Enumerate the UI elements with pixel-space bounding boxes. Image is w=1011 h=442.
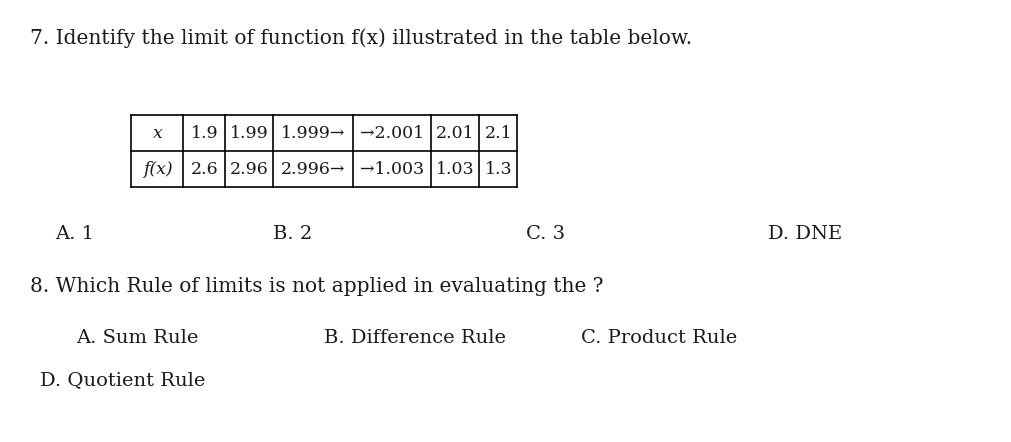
Text: 8. Which Rule of limits is not applied in evaluating the ?: 8. Which Rule of limits is not applied i… <box>30 277 604 296</box>
Text: 1.3: 1.3 <box>484 160 513 178</box>
Text: A. Sum Rule: A. Sum Rule <box>76 329 198 347</box>
Text: B. Difference Rule: B. Difference Rule <box>324 329 506 347</box>
Text: 2.01: 2.01 <box>436 125 475 141</box>
Text: C. 3: C. 3 <box>526 225 565 243</box>
Text: 2.996→: 2.996→ <box>281 160 346 178</box>
Text: x: x <box>153 125 163 141</box>
Text: 1.03: 1.03 <box>436 160 475 178</box>
Text: 2.96: 2.96 <box>231 160 269 178</box>
Text: 1.999→: 1.999→ <box>281 125 346 141</box>
Text: 2.6: 2.6 <box>191 160 218 178</box>
Text: 1.99: 1.99 <box>231 125 269 141</box>
Text: 1.9: 1.9 <box>191 125 218 141</box>
Text: D. Quotient Rule: D. Quotient Rule <box>40 371 206 389</box>
Text: f(x): f(x) <box>143 160 172 178</box>
Text: A. 1: A. 1 <box>56 225 95 243</box>
Text: 2.1: 2.1 <box>484 125 513 141</box>
Text: C. Product Rule: C. Product Rule <box>581 329 738 347</box>
Text: D. DNE: D. DNE <box>768 225 842 243</box>
Text: →1.003: →1.003 <box>360 160 425 178</box>
Text: 7. Identify the limit of function f(x) illustrated in the table below.: 7. Identify the limit of function f(x) i… <box>30 28 693 48</box>
Text: B. 2: B. 2 <box>273 225 312 243</box>
Text: →2.001: →2.001 <box>360 125 425 141</box>
